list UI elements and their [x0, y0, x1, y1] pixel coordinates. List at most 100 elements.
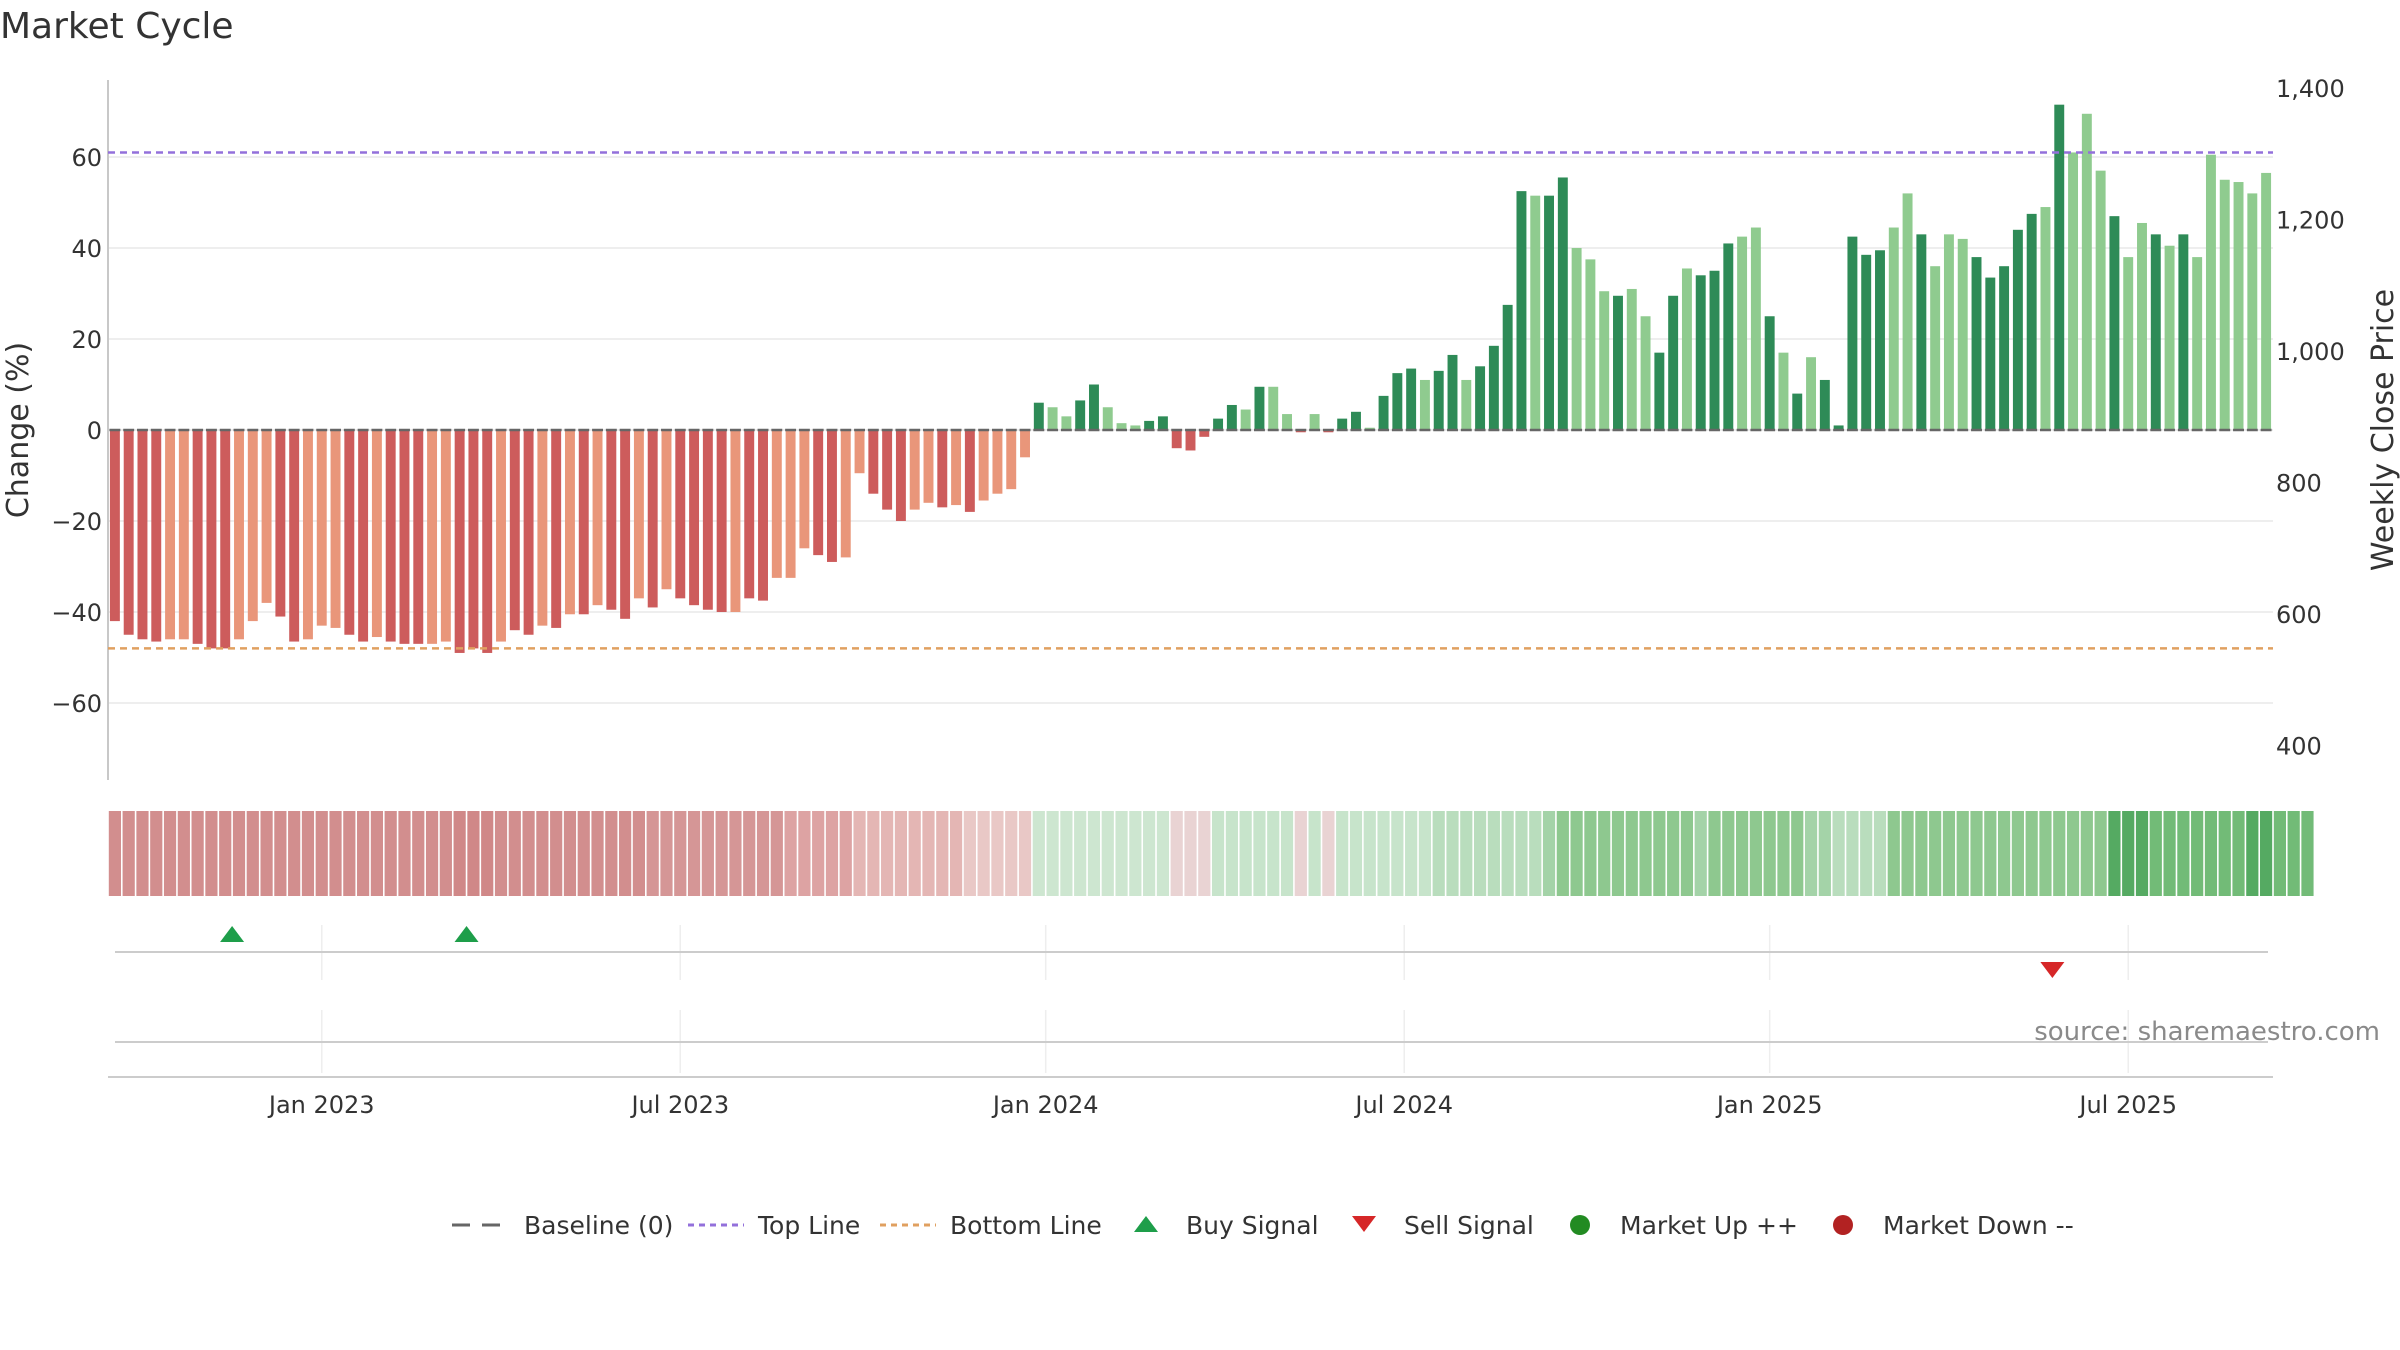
heat-cell — [1115, 811, 1128, 896]
heat-cell — [687, 811, 701, 896]
change-bar — [1378, 395, 1389, 430]
heat-cell — [315, 811, 328, 896]
heat-cell — [798, 811, 811, 896]
change-bar — [151, 430, 162, 642]
heat-cell — [1570, 811, 1583, 896]
heat-cell — [1198, 811, 1211, 896]
change-bar — [1571, 248, 1582, 430]
x-tick-label: Jul 2024 — [1353, 1091, 1453, 1119]
change-bar — [992, 430, 1003, 494]
change-bar — [689, 430, 700, 606]
change-bar — [302, 430, 313, 640]
heat-cell — [2177, 811, 2190, 896]
change-bar — [2040, 207, 2051, 430]
right-y-tick-label: 400 — [2276, 733, 2322, 761]
heat-cell — [439, 811, 452, 896]
change-bar — [1902, 193, 1913, 430]
heat-cell — [784, 811, 797, 896]
heat-cell — [1818, 811, 1831, 896]
change-bar — [1516, 191, 1527, 430]
legend-label: Buy Signal — [1186, 1211, 1319, 1240]
change-bar — [620, 430, 631, 619]
change-bar — [592, 430, 603, 606]
change-bar — [1461, 379, 1472, 430]
heat-cell — [1473, 811, 1487, 896]
heat-cell — [2232, 811, 2245, 896]
change-bar — [2219, 179, 2230, 430]
left-y-tick-label: −20 — [51, 508, 102, 536]
change-bar — [1530, 195, 1541, 430]
heat-cell — [329, 811, 342, 896]
change-bar — [2192, 257, 2203, 430]
heat-cell — [191, 811, 204, 896]
heat-cell — [2135, 811, 2149, 896]
heat-cell — [2080, 811, 2093, 896]
change-bar — [1157, 416, 1168, 430]
heat-cell — [1267, 811, 1280, 896]
heat-cell — [453, 811, 466, 896]
change-bar — [440, 430, 451, 642]
change-bar — [358, 430, 369, 642]
change-bar — [1213, 418, 1224, 430]
heat-cell — [1087, 811, 1101, 896]
change-bar — [137, 430, 148, 640]
legend-sell-signal-symbol — [1352, 1216, 1376, 1232]
heat-cell — [1184, 811, 1197, 896]
heat-cell — [301, 811, 315, 896]
heat-cell — [1832, 811, 1845, 896]
right-y-tick-label: 600 — [2276, 601, 2322, 629]
change-bar — [1916, 234, 1927, 430]
heat-cell — [2025, 811, 2038, 896]
change-bar — [1833, 425, 1844, 430]
change-bar — [2205, 154, 2216, 430]
change-bar — [564, 430, 575, 615]
heat-cell — [1129, 811, 1142, 896]
heat-cell — [839, 811, 852, 896]
left-y-tick-label: 40 — [71, 235, 102, 263]
left-y-tick-label: 20 — [71, 326, 102, 354]
heat-cell — [1225, 811, 1238, 896]
change-bar — [206, 430, 217, 649]
heat-cell — [1929, 811, 1942, 896]
heat-cell — [646, 811, 659, 896]
change-bar — [1861, 254, 1872, 430]
change-bar — [1557, 177, 1568, 430]
heat-cell — [274, 811, 287, 896]
heat-cell — [853, 811, 866, 896]
left-y-tick-label: 0 — [87, 417, 102, 445]
heat-cell — [2039, 811, 2052, 896]
heat-cell — [1680, 811, 1694, 896]
change-bar — [909, 430, 920, 510]
heat-cell — [288, 811, 301, 896]
heat-cell — [1653, 811, 1666, 896]
heat-cell — [425, 811, 439, 896]
change-bar — [882, 430, 893, 510]
heat-cell — [632, 811, 646, 896]
change-bar — [758, 430, 768, 601]
heat-cell — [1060, 811, 1073, 896]
heat-cell — [1460, 811, 1473, 896]
heat-cell — [1032, 811, 1045, 896]
change-bar — [744, 430, 755, 599]
change-bar — [785, 430, 796, 578]
left-y-tick-labels: 60 40 20 0 −20 −40 −60 — [51, 144, 102, 718]
change-bar — [1419, 379, 1430, 430]
change-bar — [1144, 420, 1155, 430]
change-bar — [730, 430, 741, 612]
change-bar — [2123, 257, 2134, 430]
change-bar — [537, 430, 548, 626]
heat-cell — [1363, 811, 1376, 896]
change-bar — [192, 430, 203, 644]
change-bar — [1006, 430, 1017, 490]
change-bar — [1447, 354, 1458, 430]
legend-market-down-symbol — [1833, 1215, 1853, 1235]
change-bar — [606, 430, 617, 610]
change-bar — [799, 430, 810, 549]
heat-cell — [1487, 811, 1500, 896]
heat-cell — [177, 811, 190, 896]
legend-label: Baseline (0) — [524, 1211, 673, 1240]
heat-cell — [2163, 811, 2176, 896]
heat-cell — [370, 811, 383, 896]
change-bar — [1626, 288, 1637, 430]
change-bar — [234, 430, 244, 640]
